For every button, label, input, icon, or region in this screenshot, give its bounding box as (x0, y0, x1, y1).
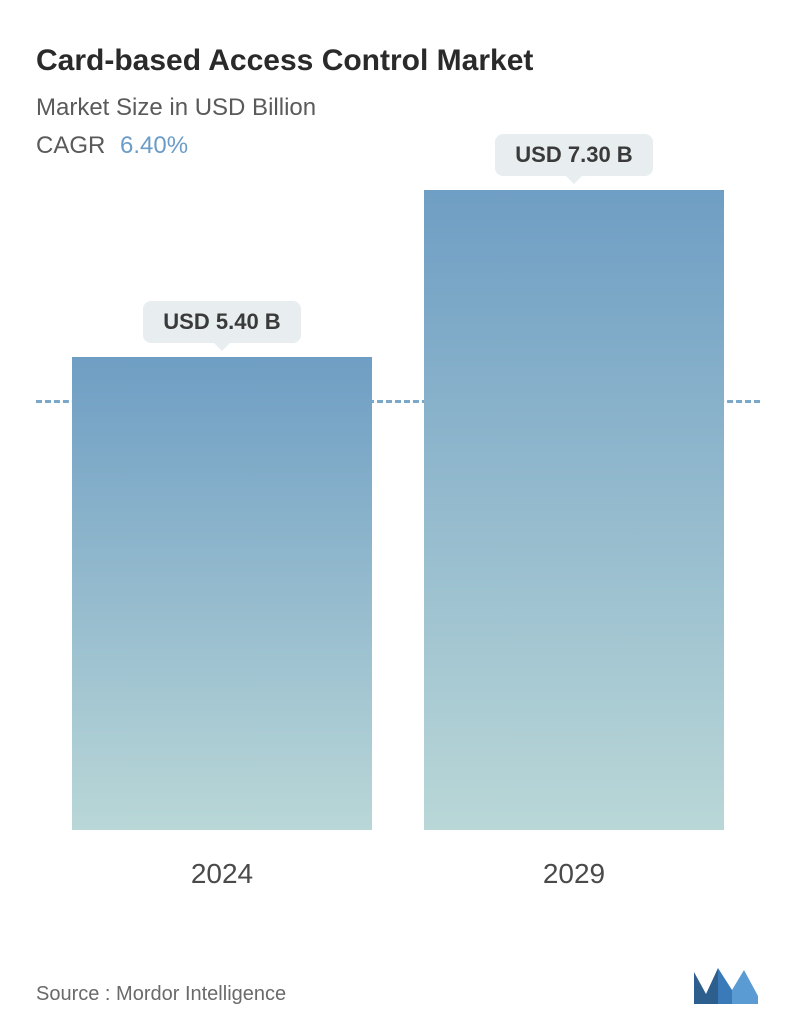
bars-wrap: USD 5.40 B USD 7.30 B (36, 190, 760, 830)
chart-container: Card-based Access Control Market Market … (0, 0, 796, 1034)
cagr-label: CAGR (36, 132, 105, 159)
value-badge-0: USD 5.40 B (143, 301, 300, 343)
bar-group-0: USD 5.40 B (72, 301, 372, 830)
chart-footer: Source : Mordor Intelligence (36, 960, 760, 1006)
chart-subtitle: Market Size in USD Billion (36, 94, 760, 122)
bar-1 (424, 190, 724, 830)
bar-group-1: USD 7.30 B (424, 134, 724, 830)
chart-area: USD 5.40 B USD 7.30 B 2024 2029 (36, 190, 760, 890)
bar-0 (72, 357, 372, 830)
mordor-logo-icon (692, 960, 760, 1006)
x-label-1: 2029 (424, 858, 724, 890)
source-text: Source : Mordor Intelligence (36, 983, 286, 1006)
x-label-0: 2024 (72, 858, 372, 890)
value-badge-1: USD 7.30 B (495, 134, 652, 176)
cagr-value: 6.40% (120, 132, 188, 159)
chart-title: Card-based Access Control Market (36, 42, 760, 80)
x-axis-labels: 2024 2029 (36, 858, 760, 890)
